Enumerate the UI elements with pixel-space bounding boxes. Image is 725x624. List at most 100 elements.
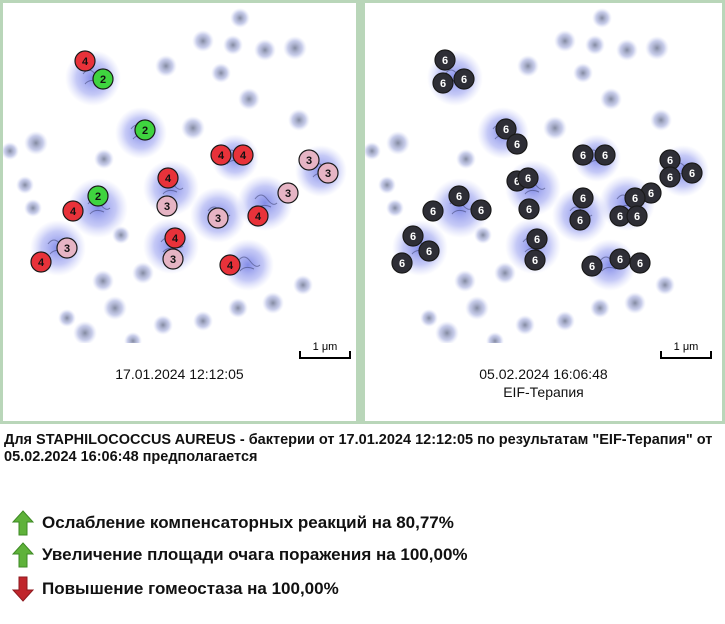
left-cell-marker: 3 (298, 149, 320, 171)
right-scale-bar: 1 μm (660, 341, 712, 359)
right-cell-marker-label: 6 (410, 231, 416, 243)
left-cell-marker-label: 4 (172, 233, 179, 245)
right-cell-marker-label: 6 (532, 255, 538, 267)
left-cell-marker: 3 (207, 207, 229, 229)
right-cell-marker: 6 (506, 133, 528, 155)
left-cell-marker: 3 (317, 162, 339, 184)
right-cell-marker-label: 6 (637, 258, 643, 270)
left-cell-marker: 3 (277, 182, 299, 204)
right-cell-marker-label: 6 (440, 78, 446, 90)
left-cell-marker: 2 (134, 119, 156, 141)
result-row-2: Увеличение площади очага поражения на 10… (12, 542, 468, 568)
left-cell-marker-label: 4 (70, 206, 77, 218)
right-panel-title: EIF-Терапия (503, 384, 584, 400)
right-cell-marker: 6 (681, 162, 703, 184)
right-cell-marker: 6 (402, 225, 424, 247)
right-cell-marker-label: 6 (648, 188, 654, 200)
right-cell-marker-label: 6 (456, 191, 462, 203)
right-cell-marker: 6 (434, 49, 456, 71)
summary-text: Для STAPHILOCOCCUS AUREUS - бактерии от … (4, 432, 713, 465)
right-cell-marker-label: 6 (632, 193, 638, 205)
arrow-up-icon (12, 510, 34, 536)
right-cell-marker-label: 6 (667, 172, 673, 184)
right-cell-marker: 6 (626, 205, 648, 227)
left-cell-marker-label: 4 (82, 56, 89, 68)
arrow-up-icon (12, 542, 34, 568)
left-cell-marker-label: 4 (218, 150, 225, 162)
left-cell-marker: 3 (56, 237, 78, 259)
right-cell-marker: 6 (569, 209, 591, 231)
left-cell-marker: 2 (87, 185, 109, 207)
right-cell-marker-label: 6 (580, 193, 586, 205)
prognosis-summary: Для STAPHILOCOCCUS AUREUS - бактерии от … (0, 424, 725, 624)
right-cell-marker-label: 6 (461, 74, 467, 86)
right-cell-marker-label: 6 (399, 258, 405, 270)
right-cell-marker: 6 (526, 228, 548, 250)
right-cell-marker-label: 6 (667, 155, 673, 167)
left-scale-label: 1 μm (312, 341, 338, 353)
right-cell-marker: 6 (609, 248, 631, 270)
right-cell-marker: 6 (659, 166, 681, 188)
right-cell-marker: 6 (581, 255, 603, 277)
left-cell-marker-label: 3 (64, 243, 70, 255)
left-timestamp: 17.01.2024 12:12:05 (115, 366, 244, 382)
right-cell-marker: 6 (448, 185, 470, 207)
right-cell-marker-label: 6 (617, 254, 623, 266)
right-cell-marker-label: 6 (514, 139, 520, 151)
right-cell-marker: 6 (422, 200, 444, 222)
right-cell-marker-label: 6 (534, 234, 540, 246)
left-cell-marker-label: 4 (38, 257, 45, 269)
right-cell-marker: 6 (495, 118, 517, 140)
right-scale-label: 1 μm (673, 341, 699, 353)
right-cell-marker: 6 (418, 240, 440, 262)
right-cell-marker: 6 (629, 252, 651, 274)
right-cell-marker-label: 6 (442, 55, 448, 67)
left-cell-marker-label: 3 (170, 254, 176, 266)
right-cell-marker-label: 6 (526, 204, 532, 216)
right-cell-marker-label: 6 (430, 206, 436, 218)
result-row-1: Ослабление компенсаторных реакций на 80,… (12, 510, 454, 536)
left-cell-marker: 4 (30, 251, 52, 273)
right-cell-marker: 6 (517, 167, 539, 189)
right-cell-marker: 6 (572, 187, 594, 209)
left-cell-marker-label: 4 (165, 173, 172, 185)
left-cell-marker-label: 3 (306, 155, 312, 167)
right-cell-marker-label: 6 (589, 261, 595, 273)
left-cell-marker: 3 (162, 248, 184, 270)
left-cell-marker: 4 (232, 144, 254, 166)
right-cell-marker-label: 6 (577, 215, 583, 227)
left-cell-marker: 3 (156, 195, 178, 217)
left-cell-marker-label: 4 (227, 260, 234, 272)
left-cell-marker: 4 (219, 254, 241, 276)
right-cell-marker: 6 (594, 144, 616, 166)
left-cell-marker-label: 2 (95, 191, 101, 203)
result-text-3: Повышение гомеостаза на 100,00% (42, 579, 339, 598)
left-cell-marker: 4 (210, 144, 232, 166)
right-cell-marker: 6 (572, 144, 594, 166)
left-cell-marker-label: 3 (285, 188, 291, 200)
left-cell-marker: 4 (157, 167, 179, 189)
arrow-down-icon (12, 576, 34, 602)
right-cell-marker-label: 6 (503, 124, 509, 136)
right-cell-marker-label: 6 (525, 173, 531, 185)
result-text-1: Ослабление компенсаторных реакций на 80,… (42, 513, 454, 532)
left-scale-bar: 1 μm (299, 341, 351, 359)
right-cell-marker: 6 (391, 252, 413, 274)
left-cell-marker-label: 2 (142, 125, 148, 137)
right-cell-marker-label: 6 (426, 246, 432, 258)
right-cell-marker: 6 (432, 72, 454, 94)
right-cell-marker-label: 6 (602, 150, 608, 162)
left-cell-marker-label: 4 (255, 211, 262, 223)
right-cell-marker-label: 6 (514, 176, 520, 188)
right-cell-marker-label: 6 (478, 205, 484, 217)
left-cell-marker-label: 2 (100, 74, 106, 86)
left-cell-marker-label: 4 (240, 150, 247, 162)
right-cell-marker-label: 6 (634, 211, 640, 223)
right-cell-marker: 6 (453, 68, 475, 90)
result-text-2: Увеличение площади очага поражения на 10… (42, 545, 468, 564)
right-cell-marker: 6 (470, 199, 492, 221)
